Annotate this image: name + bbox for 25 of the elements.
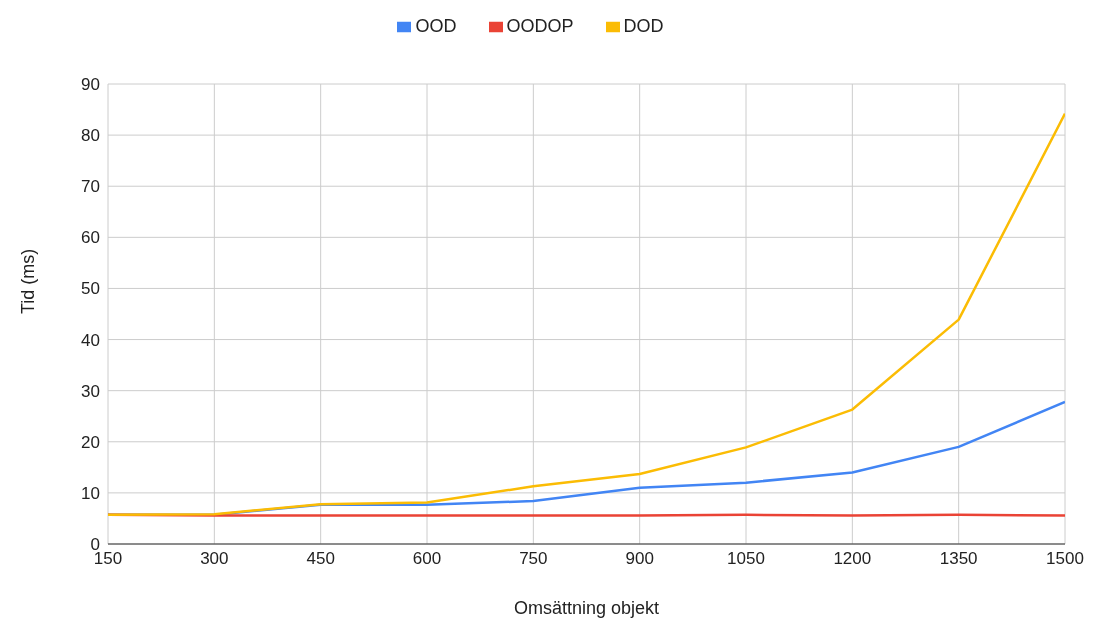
x-tick-label: 1500 xyxy=(1046,549,1084,569)
x-tick-label: 750 xyxy=(519,549,548,569)
y-tick-label: 20 xyxy=(81,432,100,452)
x-tick-label: 900 xyxy=(625,549,654,569)
x-tick-label: 1200 xyxy=(833,549,872,569)
x-tick-label: 1350 xyxy=(939,549,978,569)
y-tick-label: 80 xyxy=(81,126,100,146)
legend-label: OOD xyxy=(415,16,457,36)
x-tick-label: 600 xyxy=(412,549,442,569)
y-tick-label: 10 xyxy=(81,483,100,503)
legend-label: DOD xyxy=(623,16,664,36)
x-tick-label: 150 xyxy=(93,549,123,569)
y-tick-label: 30 xyxy=(81,381,100,401)
x-tick-label: 300 xyxy=(200,549,229,569)
legend-label: OODOP xyxy=(506,16,574,36)
x-axis-title: Omsättning objekt xyxy=(513,598,660,618)
x-tick-label: 1050 xyxy=(727,549,765,569)
y-axis-title: Tid (ms) xyxy=(18,248,39,314)
line-series xyxy=(108,112,1065,517)
y-tick-label: 70 xyxy=(81,177,100,197)
y-tick-label: 50 xyxy=(81,279,100,299)
y-tick-label: 40 xyxy=(81,330,100,350)
x-tick-label: 450 xyxy=(306,549,335,569)
y-tick-label: 60 xyxy=(81,228,100,248)
y-tick-label: 90 xyxy=(81,75,100,95)
